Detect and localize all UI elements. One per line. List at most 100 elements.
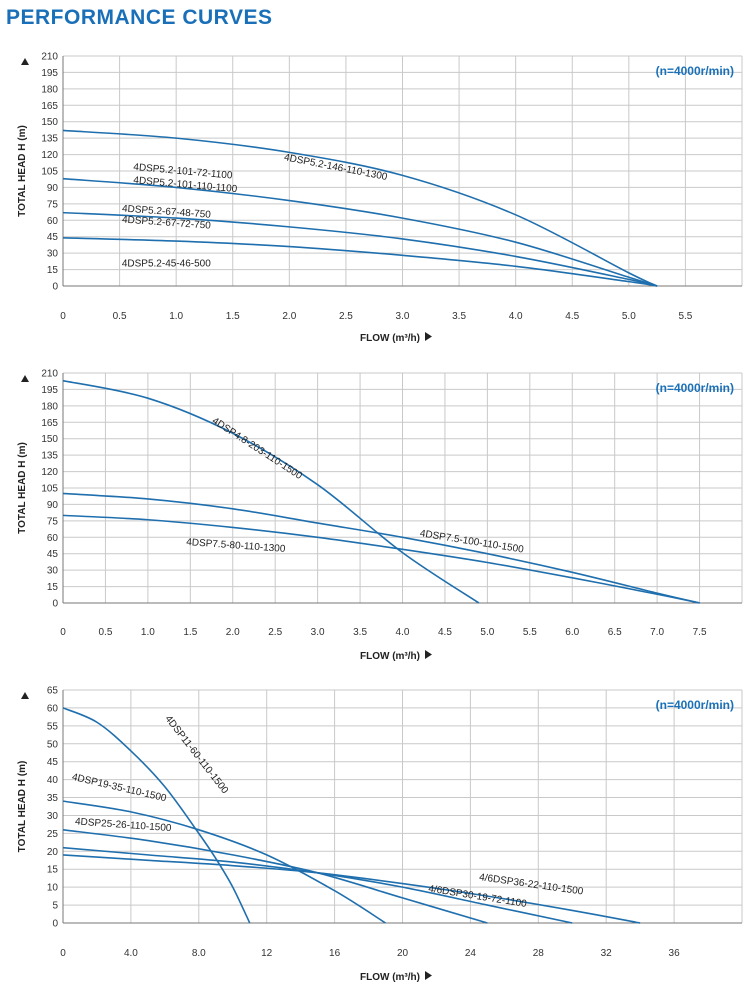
x-tick-label: 2.0 bbox=[226, 627, 240, 638]
y-tick-label: 90 bbox=[47, 183, 59, 194]
y-tick-label: 180 bbox=[41, 84, 58, 95]
x-tick-label: 2.5 bbox=[339, 311, 353, 322]
y-tick-label: 45 bbox=[47, 757, 59, 768]
y-tick-label: 15 bbox=[47, 265, 59, 276]
curve-label: 4DSP25-26-110-1500 bbox=[75, 816, 173, 834]
x-tick-label: 2.0 bbox=[282, 311, 296, 322]
curve-label: 4DSP19-35-110-1500 bbox=[71, 772, 168, 805]
x-axis-title: FLOW (m³/h) bbox=[360, 651, 420, 662]
y-tick-label: 150 bbox=[41, 117, 58, 128]
curve-series-1 bbox=[62, 177, 658, 287]
x-tick-label: 4.0 bbox=[124, 948, 138, 959]
x-tick-label: 1.5 bbox=[226, 311, 240, 322]
x-tick-label: 0 bbox=[60, 627, 66, 638]
y-tick-label: 0 bbox=[52, 919, 58, 930]
y-axis-title: TOTAL HEAD H (m) bbox=[17, 125, 28, 217]
y-tick-label: 120 bbox=[41, 150, 58, 161]
y-tick-label: 195 bbox=[41, 385, 58, 396]
y-tick-label: 105 bbox=[41, 484, 58, 495]
y-axis-arrow-icon bbox=[21, 692, 29, 699]
x-tick-label: 5.5 bbox=[523, 627, 537, 638]
speed-note: (n=4000r/min) bbox=[656, 698, 734, 712]
y-tick-label: 150 bbox=[41, 434, 58, 445]
x-tick-label: 0.5 bbox=[113, 311, 127, 322]
y-axis-arrow-icon bbox=[21, 58, 29, 65]
chart-1: 0 15 30 45 60 75 90 105 120 135 150 165 180 195 210 0 0.… bbox=[17, 369, 743, 662]
y-tick-label: 30 bbox=[47, 566, 59, 577]
y-tick-label: 60 bbox=[47, 703, 59, 714]
x-tick-label: 5.0 bbox=[622, 311, 636, 322]
speed-note: (n=4000r/min) bbox=[656, 381, 734, 395]
y-tick-label: 65 bbox=[47, 686, 59, 697]
y-tick-label: 40 bbox=[47, 775, 59, 786]
y-tick-label: 30 bbox=[47, 249, 59, 260]
x-axis-title: FLOW (m³/h) bbox=[360, 333, 420, 344]
curve-label: 4DSP4.8-203-110-1500 bbox=[210, 416, 304, 483]
y-tick-label: 135 bbox=[41, 451, 58, 462]
chart-2: 0 5 10 15 20 25 30 35 40 45 50 55 60 65 0 4.0 8.0 12 16 20 2… bbox=[17, 686, 743, 983]
y-tick-label: 60 bbox=[47, 533, 59, 544]
y-tick-label: 210 bbox=[41, 52, 58, 63]
y-tick-label: 105 bbox=[41, 167, 58, 178]
x-axis-arrow-icon bbox=[424, 332, 432, 341]
y-tick-label: 75 bbox=[47, 516, 59, 527]
x-tick-label: 7.5 bbox=[693, 627, 707, 638]
y-tick-label: 15 bbox=[47, 865, 59, 876]
curve-series-0 bbox=[62, 379, 480, 604]
y-tick-label: 45 bbox=[47, 232, 59, 243]
y-tick-label: 20 bbox=[47, 847, 59, 858]
y-tick-label: 30 bbox=[47, 811, 59, 822]
curve-series-1 bbox=[62, 800, 386, 924]
y-axis-title: TOTAL HEAD H (m) bbox=[17, 442, 28, 534]
x-axis-title: FLOW (m³/h) bbox=[360, 972, 420, 983]
x-tick-label: 5.0 bbox=[480, 627, 494, 638]
x-tick-label: 12 bbox=[261, 948, 273, 959]
y-tick-label: 0 bbox=[52, 599, 58, 610]
curve-series-0 bbox=[62, 129, 658, 287]
x-tick-label: 4.0 bbox=[509, 311, 523, 322]
curve-series-2 bbox=[62, 211, 658, 287]
x-tick-label: 3.0 bbox=[311, 627, 325, 638]
y-tick-label: 120 bbox=[41, 467, 58, 478]
page-title: PERFORMANCE CURVES bbox=[6, 6, 273, 29]
x-axis-arrow-icon bbox=[424, 650, 432, 659]
y-tick-label: 195 bbox=[41, 68, 58, 79]
curve-series-0 bbox=[62, 707, 251, 924]
x-tick-label: 1.0 bbox=[169, 311, 183, 322]
x-tick-label: 32 bbox=[601, 948, 613, 959]
y-axis-arrow-icon bbox=[21, 375, 29, 382]
x-tick-label: 4.0 bbox=[396, 627, 410, 638]
x-tick-label: 3.5 bbox=[353, 627, 367, 638]
y-tick-label: 35 bbox=[47, 793, 59, 804]
curve-series-1 bbox=[62, 492, 700, 604]
x-tick-label: 2.5 bbox=[268, 627, 282, 638]
y-tick-label: 10 bbox=[47, 883, 59, 894]
y-tick-label: 5 bbox=[52, 901, 58, 912]
x-tick-label: 28 bbox=[533, 948, 545, 959]
x-tick-label: 1.0 bbox=[141, 627, 155, 638]
y-tick-label: 165 bbox=[41, 101, 58, 112]
x-tick-label: 1.5 bbox=[183, 627, 197, 638]
y-tick-label: 15 bbox=[47, 582, 59, 593]
y-tick-label: 45 bbox=[47, 549, 59, 560]
y-tick-label: 165 bbox=[41, 418, 58, 429]
x-axis-arrow-icon bbox=[424, 971, 432, 980]
x-tick-label: 5.5 bbox=[678, 311, 692, 322]
x-tick-label: 6.5 bbox=[608, 627, 622, 638]
x-tick-label: 8.0 bbox=[192, 948, 206, 959]
speed-note: (n=4000r/min) bbox=[656, 64, 734, 78]
y-tick-label: 90 bbox=[47, 500, 59, 511]
x-tick-label: 4.5 bbox=[438, 627, 452, 638]
x-tick-label: 7.0 bbox=[650, 627, 664, 638]
x-tick-label: 0 bbox=[60, 948, 66, 959]
y-tick-label: 60 bbox=[47, 216, 59, 227]
x-tick-label: 4.5 bbox=[565, 311, 579, 322]
curve-series-2 bbox=[62, 829, 488, 924]
x-tick-label: 0 bbox=[60, 311, 66, 322]
x-tick-label: 16 bbox=[329, 948, 341, 959]
x-tick-label: 36 bbox=[669, 948, 681, 959]
x-tick-label: 24 bbox=[465, 948, 477, 959]
curve-series-3 bbox=[62, 237, 658, 287]
y-tick-label: 210 bbox=[41, 369, 58, 380]
chart-0: 0 15 30 45 60 75 90 105 120 135 150 165 180 195 210 0 0.… bbox=[17, 52, 743, 344]
